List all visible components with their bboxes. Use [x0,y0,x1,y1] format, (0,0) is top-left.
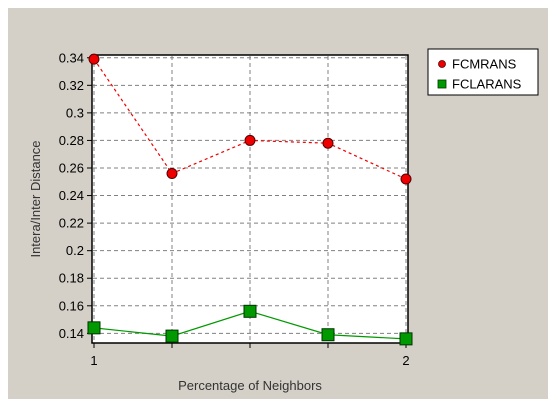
data-point-fcmrans [166,168,178,180]
y-tick-label: 0.24 [59,188,84,203]
data-point-fclarans [321,328,335,342]
data-point-fclarans [165,329,179,343]
data-point-fcmrans [400,173,412,185]
data-point-fclarans [399,332,413,346]
y-tick-label: 0.22 [59,216,84,231]
legend-label-fclarans: FCLARANS [452,77,522,92]
y-tick-label: 0.34 [59,50,84,65]
legend-marker-fcmrans [438,60,446,68]
y-tick-label: 0.2 [66,243,84,258]
y-tick-label: 0.18 [59,271,84,286]
legend: FCMRANS FCLARANS [427,48,539,96]
y-tick-label: 0.16 [59,298,84,313]
y-tick-label: 0.32 [59,78,84,93]
x-tick-label: 1 [90,353,97,368]
y-axis-ticks: 0.34 0.32 0.3 0.28 0.26 0.24 0.22 0.2 0.18 0.16 0.… [59,50,92,341]
series-fclarans [87,304,413,346]
x-tick-label: 2 [402,353,409,368]
series-fcmrans [88,53,412,185]
x-axis-title: Percentage of Neighbors [178,378,322,393]
y-axis-title: Intera/Inter Distance [28,140,43,257]
y-tick-label: 0.26 [59,160,84,175]
y-tick-label: 0.3 [66,105,84,120]
data-point-fclarans [243,304,257,318]
data-point-fcmrans [322,137,334,149]
data-point-fclarans [87,321,101,335]
data-point-fcmrans [244,134,256,146]
legend-label-fcmrans: FCMRANS [452,57,517,72]
y-tick-label: 0.28 [59,133,84,148]
data-point-fcmrans [88,53,100,65]
y-tick-label: 0.14 [59,326,84,341]
legend-marker-fclarans [437,79,447,89]
series-layer [87,53,413,346]
